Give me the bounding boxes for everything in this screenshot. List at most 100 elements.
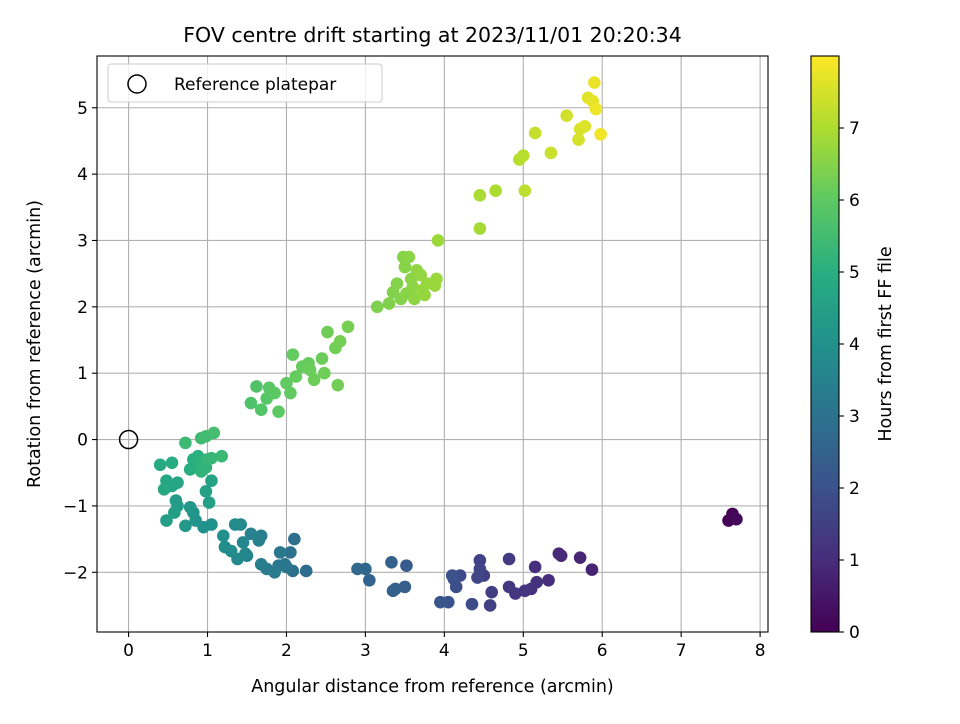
data-point (434, 595, 447, 609)
data-point (528, 560, 542, 574)
colorbar-tick-label: 4 (849, 335, 860, 355)
data-point (485, 585, 499, 599)
data-point (284, 386, 297, 400)
legend: Reference platepar (107, 63, 383, 103)
data-point (544, 146, 558, 160)
grid (97, 56, 768, 632)
data-point (430, 272, 443, 286)
data-point (578, 120, 592, 133)
plot-frame (96, 55, 769, 633)
legend-marker-reference (127, 74, 147, 94)
data-point (289, 370, 303, 383)
colorbar-tick-label: 0 (849, 623, 860, 643)
data-point (528, 126, 542, 140)
data-point (431, 234, 445, 247)
data-point (280, 376, 293, 390)
data-point (730, 512, 743, 526)
data-point (341, 320, 355, 334)
data-point (414, 268, 427, 282)
y-tick-label: 3 (77, 231, 88, 251)
data-point (244, 527, 258, 541)
y-axis-label: Rotation from reference (arcmin) (25, 200, 45, 488)
data-point (207, 426, 221, 440)
data-point (465, 597, 479, 611)
x-tick-label: 3 (360, 641, 371, 661)
axis-ticks: 0 1 2 3 4 5 6 7 8 −2 −1 0 1 2 3 4 5 (63, 99, 766, 661)
x-tick-label: 4 (439, 641, 450, 661)
data-point (179, 519, 192, 533)
data-point (169, 494, 183, 507)
data-point (573, 551, 587, 564)
data-point (254, 403, 268, 416)
chart-title: FOV centre drift starting at 2023/11/01 … (183, 23, 682, 47)
data-point (473, 554, 487, 567)
y-tick-label: 2 (77, 298, 88, 318)
colorbar-gradient (810, 55, 840, 633)
x-tick-label: 6 (597, 641, 608, 661)
data-point (183, 500, 197, 514)
data-point (303, 363, 317, 377)
colorbar-tick-label: 6 (849, 191, 860, 211)
data-point (250, 380, 263, 393)
y-tick-label: 0 (77, 431, 88, 451)
data-point (385, 556, 398, 569)
data-point (473, 222, 487, 235)
data-point (502, 552, 516, 566)
data-point (400, 559, 413, 572)
data-point (382, 297, 396, 310)
data-point (153, 458, 167, 472)
data-point (318, 366, 331, 380)
data-point (589, 102, 603, 116)
data-point (202, 496, 216, 509)
data-point (228, 518, 242, 531)
data-point (518, 584, 532, 598)
data-points (153, 76, 743, 612)
data-point (516, 149, 530, 162)
colorbar-tick-label: 1 (849, 551, 860, 571)
data-point (585, 563, 599, 576)
y-tick-label: 1 (77, 364, 88, 384)
data-point (572, 133, 585, 146)
data-point (390, 277, 404, 290)
data-point (518, 184, 532, 198)
colorbar-tick-label: 7 (849, 119, 860, 139)
data-point (402, 250, 416, 264)
data-point (542, 573, 555, 587)
y-tick-label: 4 (77, 165, 88, 185)
data-point (157, 483, 171, 496)
colorbar-tick-label: 3 (849, 407, 860, 427)
colorbar-label: Hours from first FF file (876, 246, 896, 441)
data-point (489, 184, 502, 198)
data-point (418, 288, 431, 302)
colorbar-ticks: 0 1 2 3 4 5 6 7 (839, 119, 860, 643)
data-point (268, 386, 281, 400)
data-point (363, 573, 376, 587)
data-point (473, 189, 487, 202)
data-point (168, 506, 181, 519)
data-point (588, 76, 601, 89)
data-point (254, 558, 268, 571)
data-point (236, 536, 250, 549)
data-point (179, 436, 192, 450)
y-tick-label: −2 (63, 563, 88, 583)
data-point (398, 260, 412, 274)
data-point (351, 562, 364, 576)
data-point (370, 300, 384, 314)
x-tick-label: 7 (676, 641, 687, 661)
data-point (299, 564, 313, 578)
y-tick-label: −1 (63, 497, 88, 517)
data-point (483, 599, 497, 612)
data-point (205, 451, 218, 465)
data-point (560, 109, 573, 123)
data-point (160, 514, 173, 527)
x-tick-label: 2 (281, 641, 292, 661)
x-tick-label: 1 (202, 641, 213, 661)
data-point (386, 584, 400, 598)
data-point (286, 348, 300, 361)
colorbar-tick-label: 2 (849, 479, 860, 499)
data-point (315, 352, 329, 365)
data-point (398, 580, 412, 594)
data-point (273, 546, 287, 559)
